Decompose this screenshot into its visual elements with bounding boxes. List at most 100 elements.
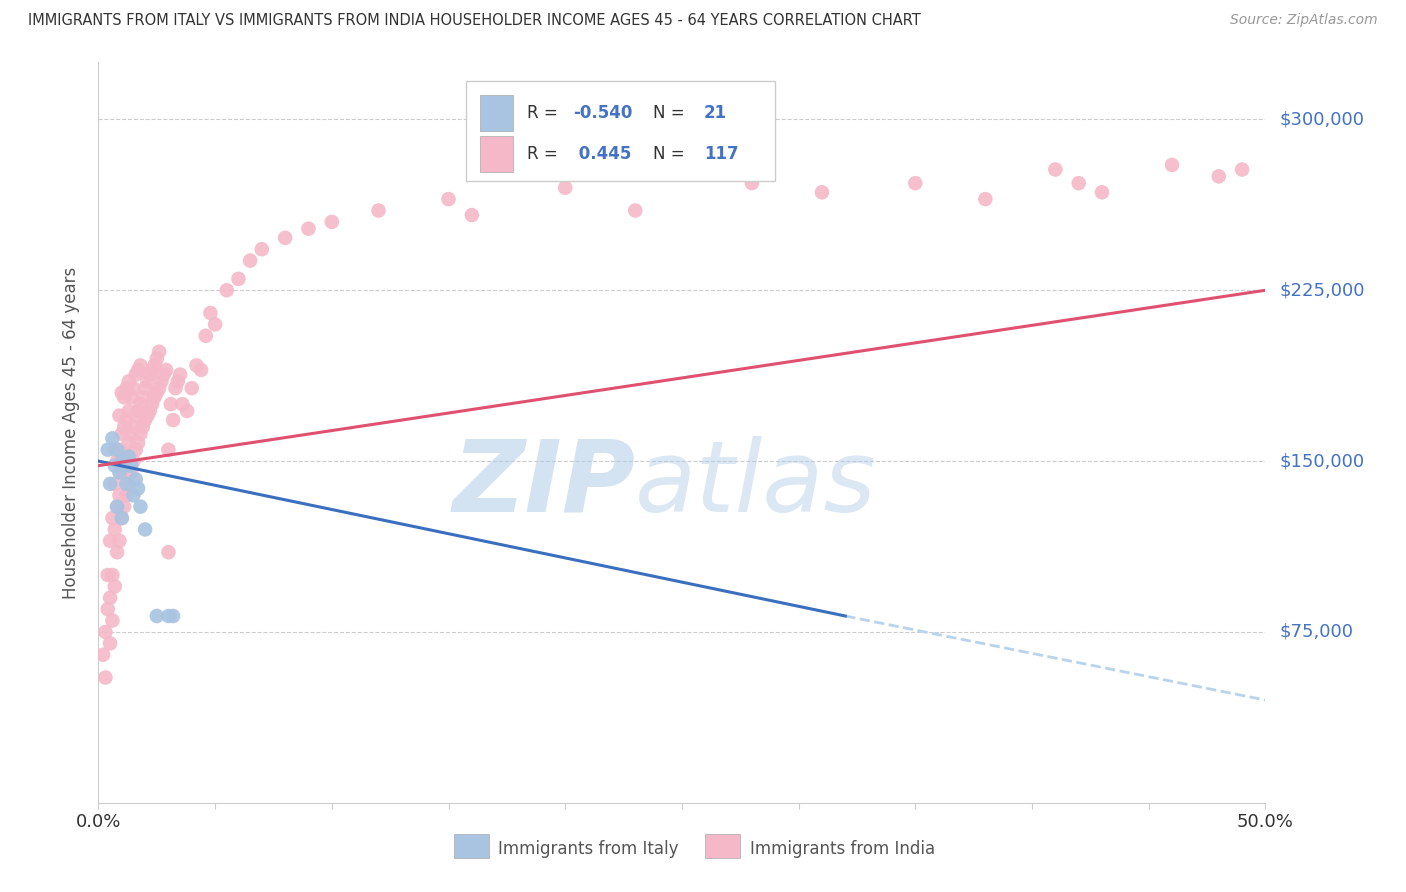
Point (166, 375, 188, 389)
Point (118, 375, 141, 389)
Point (1067, 176, 1090, 190)
Point (115, 381, 138, 395)
Point (129, 426, 152, 441)
Text: ZIP: ZIP (453, 436, 636, 533)
Point (162, 413, 184, 427)
Point (104, 579, 127, 593)
Point (122, 454, 145, 468)
Point (741, 176, 763, 190)
Point (120, 390, 142, 404)
Point (321, 215, 343, 229)
Point (101, 568, 124, 582)
Point (127, 482, 149, 496)
Point (148, 344, 170, 359)
Point (122, 381, 145, 395)
FancyBboxPatch shape (479, 136, 513, 172)
Point (141, 397, 163, 411)
Point (974, 192, 997, 206)
Point (97, 442, 120, 457)
Point (98, 636, 121, 650)
Point (115, 450, 138, 464)
Point (104, 476, 127, 491)
Point (98, 476, 121, 491)
Point (112, 500, 135, 514)
Point (112, 390, 135, 404)
Point (1161, 158, 1184, 172)
Point (148, 381, 170, 395)
Point (1208, 169, 1230, 184)
Point (367, 203, 389, 218)
Point (118, 435, 141, 450)
Point (152, 368, 174, 382)
Text: 21: 21 (704, 103, 727, 122)
Text: N =: N = (652, 145, 689, 163)
Point (125, 472, 148, 486)
Point (297, 221, 319, 235)
Text: $150,000: $150,000 (1279, 452, 1364, 470)
Point (127, 363, 149, 377)
Point (695, 162, 717, 177)
Point (274, 231, 297, 245)
Point (190, 363, 212, 377)
Point (111, 511, 134, 525)
Point (105, 545, 128, 559)
Point (112, 420, 135, 434)
Point (157, 609, 180, 624)
Point (115, 488, 138, 502)
Point (125, 368, 148, 382)
Point (155, 363, 177, 377)
Point (129, 500, 152, 514)
Point (139, 368, 162, 382)
Point (146, 351, 169, 366)
Point (215, 283, 238, 297)
Y-axis label: Householder Income Ages 45 - 64 years: Householder Income Ages 45 - 64 years (62, 267, 80, 599)
Point (127, 404, 149, 418)
Point (118, 450, 141, 464)
Point (125, 442, 148, 457)
Point (136, 375, 159, 389)
Point (169, 368, 191, 382)
Point (112, 458, 135, 473)
Point (132, 390, 155, 404)
Point (94, 671, 117, 685)
Text: $225,000: $225,000 (1279, 281, 1365, 299)
Point (162, 609, 184, 624)
Text: R =: R = (527, 145, 562, 163)
Point (904, 176, 927, 190)
Point (624, 203, 647, 218)
Point (811, 186, 834, 200)
Point (150, 375, 173, 389)
Point (105, 500, 128, 514)
Point (94, 624, 117, 639)
Point (1045, 162, 1067, 177)
Point (134, 381, 156, 395)
Point (111, 385, 134, 400)
Point (104, 442, 127, 457)
Point (461, 208, 484, 222)
Point (239, 253, 262, 268)
Point (104, 523, 127, 537)
Point (112, 458, 135, 473)
Point (165, 381, 187, 395)
Point (97, 602, 120, 616)
Text: N =: N = (652, 103, 689, 122)
Point (101, 614, 124, 628)
Point (122, 488, 145, 502)
Text: -0.540: -0.540 (574, 103, 633, 122)
Text: R =: R = (527, 103, 562, 122)
Point (105, 442, 128, 457)
Point (157, 545, 180, 559)
FancyBboxPatch shape (454, 834, 489, 858)
Point (129, 359, 152, 373)
Point (132, 420, 155, 434)
Point (134, 413, 156, 427)
Point (172, 397, 194, 411)
Text: $75,000: $75,000 (1279, 623, 1354, 641)
Point (97, 568, 120, 582)
Text: IMMIGRANTS FROM ITALY VS IMMIGRANTS FROM INDIA HOUSEHOLDER INCOME AGES 45 - 64 Y: IMMIGRANTS FROM ITALY VS IMMIGRANTS FROM… (28, 13, 921, 29)
Point (437, 192, 460, 206)
Point (157, 442, 180, 457)
Point (118, 476, 141, 491)
Point (228, 272, 250, 286)
Point (111, 426, 134, 441)
